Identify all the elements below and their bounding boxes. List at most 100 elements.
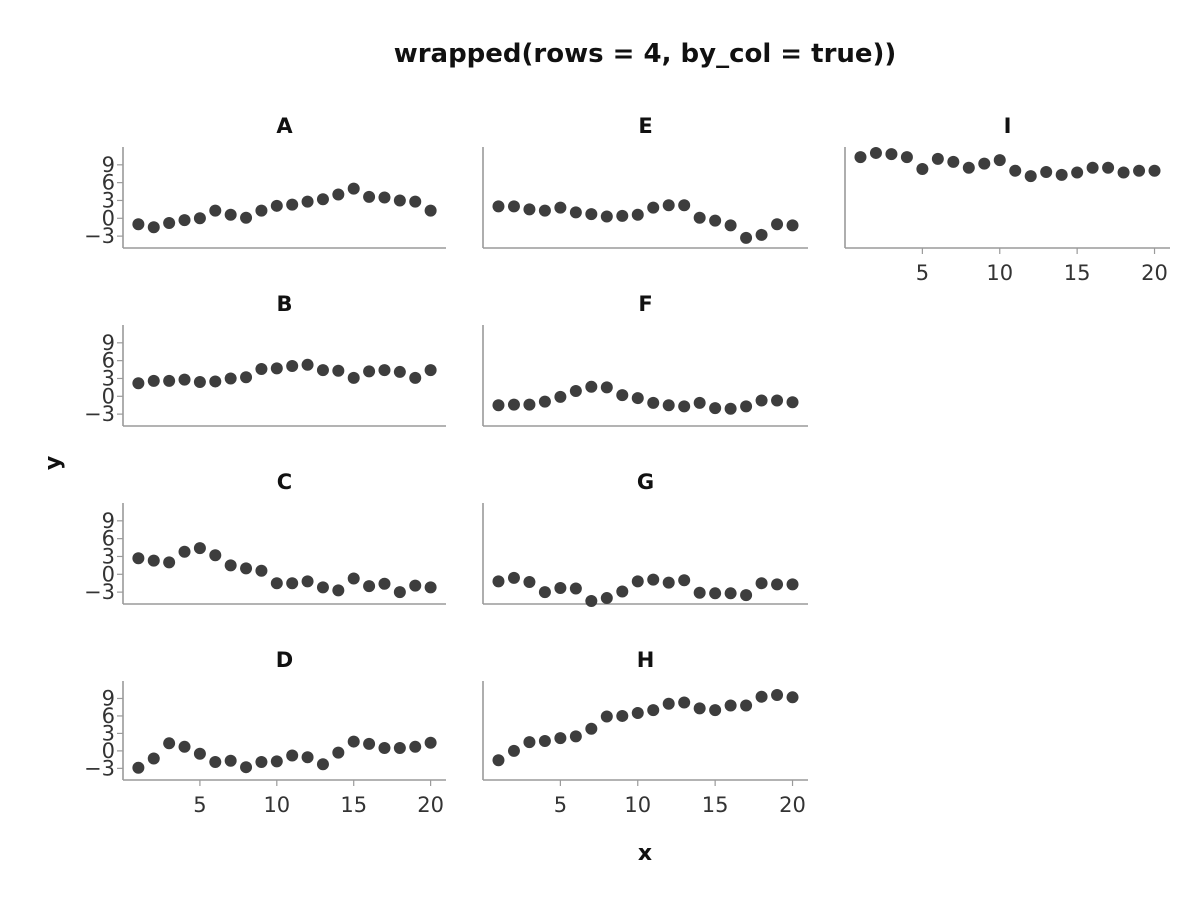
- data-point: [378, 577, 391, 590]
- data-point: [316, 581, 329, 594]
- data-point: [740, 400, 753, 413]
- data-point: [616, 709, 629, 722]
- data-point: [755, 690, 768, 703]
- data-point: [378, 741, 391, 754]
- data-point: [1086, 161, 1099, 174]
- y-tick-label: 6: [102, 171, 115, 195]
- y-tick-label: 0: [102, 206, 115, 230]
- data-point: [193, 376, 206, 389]
- data-point: [662, 199, 675, 212]
- data-point: [209, 549, 222, 562]
- data-point: [709, 214, 722, 227]
- data-point: [393, 741, 406, 754]
- data-point: [1102, 161, 1115, 174]
- x-tick-label: 10: [624, 793, 651, 817]
- data-point: [424, 204, 437, 217]
- data-point: [409, 371, 422, 384]
- data-point: [492, 575, 505, 588]
- data-point: [538, 734, 551, 747]
- y-tick-label: −3: [84, 756, 115, 780]
- x-tick-label: 5: [916, 261, 929, 285]
- x-tick-label: 20: [417, 793, 444, 817]
- data-point: [869, 146, 882, 159]
- data-point: [538, 395, 551, 408]
- y-tick-label: 9: [102, 509, 115, 533]
- y-tick-label: 3: [102, 721, 115, 745]
- data-point: [255, 362, 268, 375]
- y-tick-label: 9: [102, 153, 115, 177]
- data-point: [240, 371, 253, 384]
- data-point: [132, 218, 145, 231]
- data-point: [523, 576, 536, 589]
- data-point: [585, 722, 598, 735]
- data-point: [316, 758, 329, 771]
- y-tick-label: −3: [84, 402, 115, 426]
- data-point: [316, 193, 329, 206]
- facet-label-c: C: [277, 470, 292, 494]
- data-point: [147, 554, 160, 567]
- y-tick-label: 9: [102, 686, 115, 710]
- data-point: [1148, 164, 1161, 177]
- data-point: [492, 399, 505, 412]
- data-point: [978, 157, 991, 170]
- data-point: [662, 399, 675, 412]
- data-point: [363, 737, 376, 750]
- data-point: [147, 752, 160, 765]
- data-point: [393, 365, 406, 378]
- data-point: [569, 730, 582, 743]
- data-point: [678, 574, 691, 587]
- data-point: [507, 200, 520, 213]
- data-point: [224, 208, 237, 221]
- data-point: [554, 390, 567, 403]
- data-point: [332, 584, 345, 597]
- data-point: [1024, 170, 1037, 183]
- data-point: [507, 744, 520, 757]
- data-point: [771, 578, 784, 591]
- y-tick-label: 6: [102, 704, 115, 728]
- data-point: [600, 381, 613, 394]
- x-tick-label: 20: [1141, 261, 1168, 285]
- x-tick-label: 10: [263, 793, 290, 817]
- data-point: [240, 211, 253, 224]
- data-point: [347, 182, 360, 195]
- data-point: [378, 191, 391, 204]
- data-point: [600, 210, 613, 223]
- data-point: [616, 389, 629, 402]
- y-tick-label: 6: [102, 349, 115, 373]
- data-point: [193, 542, 206, 555]
- data-point: [740, 699, 753, 712]
- facet-label-f: F: [638, 292, 652, 316]
- data-point: [724, 587, 737, 600]
- data-point: [270, 755, 283, 768]
- data-point: [569, 384, 582, 397]
- data-point: [507, 571, 520, 584]
- facet-i: I 5 10 15 20: [844, 114, 1170, 285]
- facet-e: E: [482, 114, 808, 249]
- data-point: [209, 375, 222, 388]
- data-point: [301, 751, 314, 764]
- data-point: [678, 199, 691, 212]
- data-point: [647, 201, 660, 214]
- data-point: [931, 152, 944, 165]
- facet-label-d: D: [276, 648, 293, 672]
- data-point: [178, 740, 191, 753]
- data-point: [301, 195, 314, 208]
- x-tick-label: 15: [340, 793, 367, 817]
- data-point: [424, 736, 437, 749]
- data-point: [740, 231, 753, 244]
- data-point: [631, 575, 644, 588]
- data-point: [662, 697, 675, 710]
- facet-label-h: H: [637, 648, 655, 672]
- data-point: [755, 228, 768, 241]
- data-point: [693, 586, 706, 599]
- x-tick-label: 15: [702, 793, 729, 817]
- data-point: [647, 573, 660, 586]
- data-point: [631, 208, 644, 221]
- data-point: [193, 747, 206, 760]
- data-point: [163, 737, 176, 750]
- data-point: [409, 579, 422, 592]
- y-tick-label: 0: [102, 384, 115, 408]
